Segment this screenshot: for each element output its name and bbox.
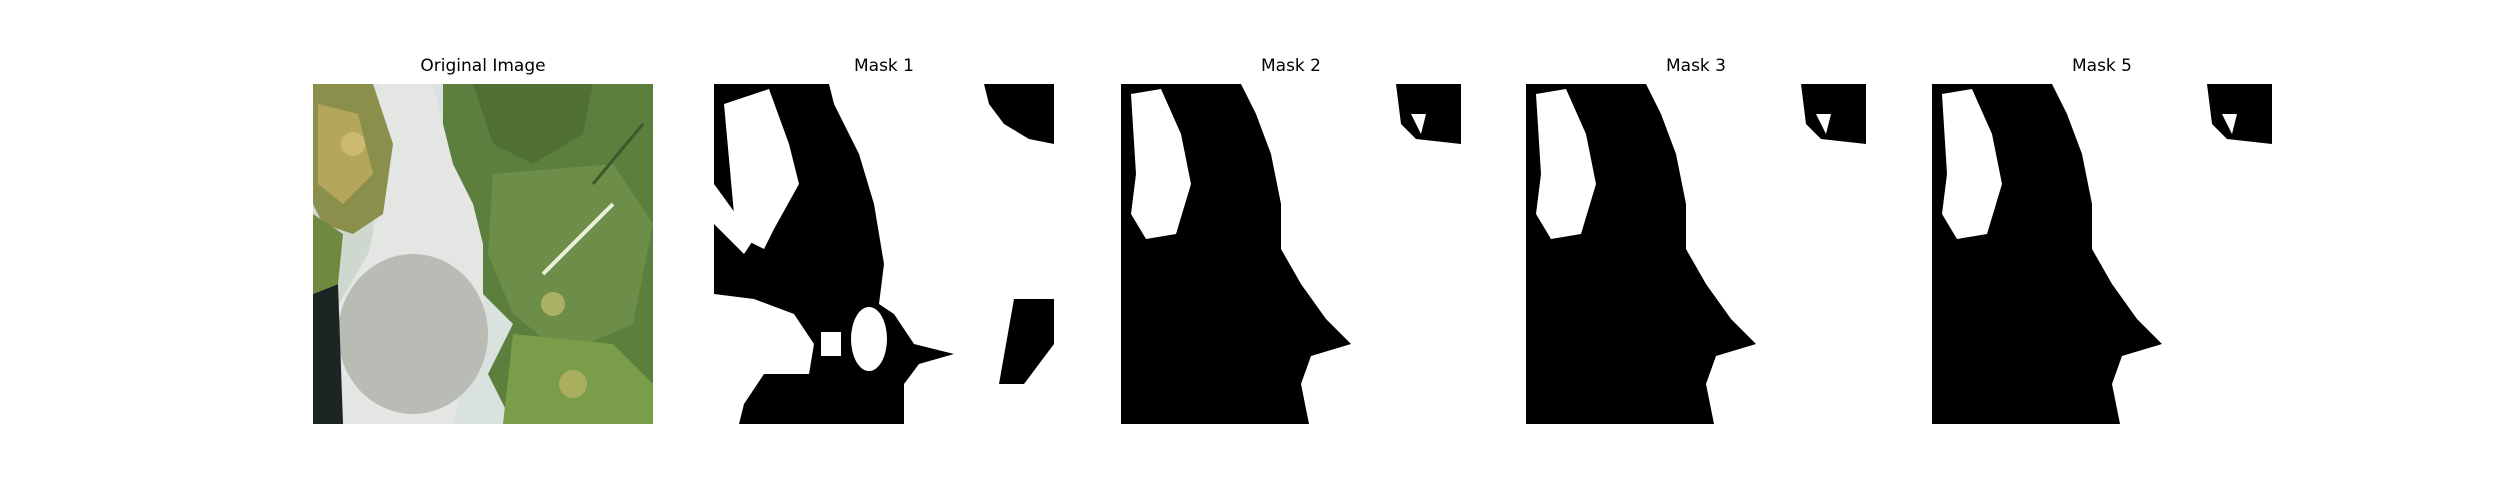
- panel-title: Mask 5: [2071, 56, 2132, 76]
- mask-image: [714, 84, 1054, 424]
- panel-title: Original Image: [420, 56, 546, 76]
- mask-image: [1932, 84, 2272, 424]
- mask-image: [1121, 84, 1461, 424]
- panel-title: Mask 1: [853, 56, 914, 76]
- mask-image: [1526, 84, 1866, 424]
- original-image: [313, 84, 653, 424]
- panel-title: Mask 2: [1260, 56, 1321, 76]
- panel-title: Mask 3: [1665, 56, 1726, 76]
